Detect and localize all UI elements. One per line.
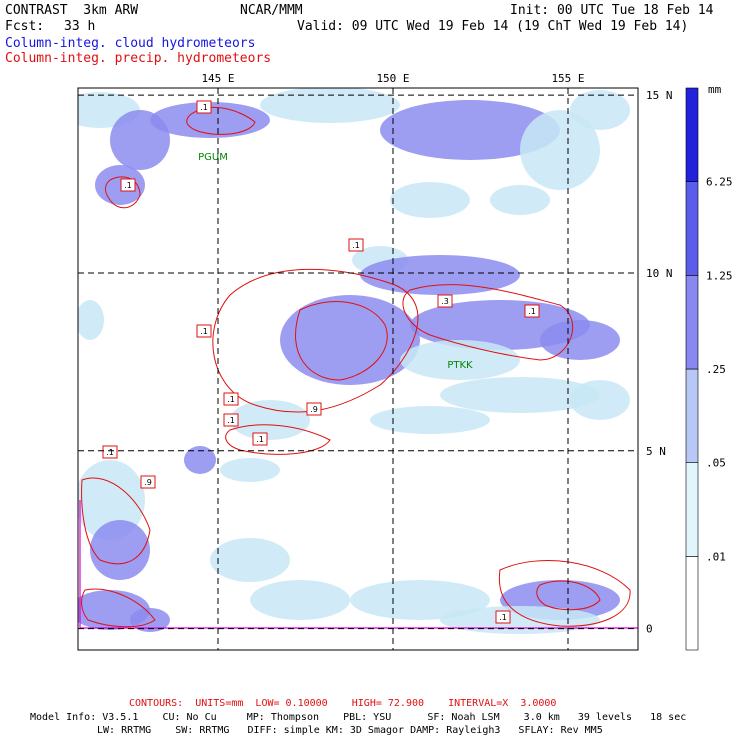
x-tick-label: 155 E — [551, 72, 584, 85]
colorbar-unit: mm — [708, 83, 722, 96]
contour-label-box — [306, 402, 322, 416]
cloud-hydrometeor-area — [78, 460, 145, 540]
contour-label-box — [196, 324, 212, 338]
contour-label-box — [524, 304, 540, 318]
cloud-hydrometeor-area — [210, 538, 290, 582]
forecast-label: Fcst: — [5, 19, 45, 34]
contour-label-box — [140, 475, 156, 489]
contour-label: .1 — [499, 613, 507, 622]
cloud-hydrometeor-area — [184, 446, 216, 474]
contour-label-box — [223, 413, 239, 427]
contour-label-box — [223, 392, 239, 406]
cloud-hydrometeor-area — [260, 88, 400, 123]
precip-contour — [295, 301, 388, 381]
contour-label-box — [252, 432, 268, 446]
colorbar-swatch — [685, 181, 699, 276]
cloud-hydrometeor-area — [400, 340, 520, 380]
precip-contour — [402, 284, 574, 361]
contour-label: .9 — [310, 405, 318, 414]
cloud-hydrometeor-area — [78, 300, 104, 340]
init-time: Init: 00 UTC Tue 18 Feb 14 — [510, 3, 714, 18]
cloud-hydrometeor-area — [440, 377, 600, 413]
y-tick-label: 15 N — [646, 89, 673, 102]
x-tick-label: 145 E — [201, 72, 234, 85]
cloud-hydrometeor-area — [520, 110, 600, 190]
field-precip-label: Column-integ. precip. hydrometeors — [5, 51, 272, 66]
model-info: Model Info: V3.5.1 CU: No Cu MP: Thompso… — [30, 712, 687, 723]
contour-label-box — [120, 178, 136, 192]
field-cloud-label: Column-integ. cloud hydrometeors — [5, 36, 256, 51]
colorbar-level: .05 — [706, 457, 726, 470]
valid-time: Valid: 09 UTC Wed 19 Feb 14 (19 ChT Wed … — [297, 19, 689, 34]
contour-label: .1 — [227, 416, 235, 425]
contour-label: .1 — [227, 395, 235, 404]
contour-label-box — [495, 610, 511, 624]
x-tick-label: 150 E — [376, 72, 409, 85]
cloud-hydrometeor-area — [280, 295, 420, 385]
cloud-hydrometeor-area — [370, 406, 490, 434]
y-tick-label: 0 — [646, 623, 653, 636]
precip-contour — [536, 580, 601, 611]
cloud-hydrometeor-area — [490, 185, 550, 215]
org-label: NCAR/MMM — [240, 3, 303, 18]
colorbar-level: 6.25 — [706, 176, 733, 189]
colorbar-level: .01 — [706, 550, 726, 563]
precip-contour — [81, 588, 156, 628]
cloud-hydrometeor-area — [390, 182, 470, 218]
coastline — [79, 500, 638, 629]
cloud-hydrometeor-area — [250, 580, 350, 620]
contour-label: .1 — [200, 327, 208, 336]
colorbar-swatch — [685, 275, 699, 370]
colorbar-swatch — [685, 87, 699, 182]
contour-label-box — [102, 445, 118, 459]
precip-contour — [81, 477, 151, 565]
colorbar-swatch — [685, 556, 699, 651]
contour-label: .1 — [200, 103, 208, 112]
cloud-hydrometeor-area — [230, 400, 310, 440]
contour-label: .1 — [256, 435, 264, 444]
contour-label-box — [348, 238, 364, 252]
cloud-hydrometeor-area — [95, 165, 145, 205]
colorbar-level: 1.25 — [706, 269, 733, 282]
colorbar-level: .25 — [706, 363, 726, 376]
contour-label: .1 — [106, 448, 114, 457]
contour-label: .1 — [528, 307, 536, 316]
cloud-hydrometeor-area — [570, 380, 630, 420]
contour-info: CONTOURS: UNITS=mm LOW= 0.10000 HIGH= 72… — [129, 698, 557, 709]
cloud-hydrometeor-area — [360, 255, 520, 295]
contour-label-box — [437, 294, 453, 308]
contour-label: .9 — [144, 478, 152, 487]
cloud-hydrometeor-area — [380, 100, 560, 160]
cloud-hydrometeor-area — [440, 606, 600, 634]
precip-contour — [498, 560, 631, 627]
colorbar: mm 6.25 1.25 .25 .05 .01 — [685, 83, 733, 651]
cloud-hydrometeor-area — [570, 90, 630, 130]
grid — [78, 88, 638, 650]
plot-area: .1 .1 .1 .1 .9 .1 .1 .9 .3 .1 .1 .1 .1 PGUM PTKK — [78, 88, 638, 650]
contour-label: .1 — [352, 241, 360, 250]
plot-frame — [77, 87, 639, 651]
forecast-hour: 33 h — [64, 19, 96, 34]
y-tick-label: 5 N — [646, 445, 666, 458]
precip-contour — [186, 106, 256, 135]
model-info-2: LW: RRTMG SW: RRTMG DIFF: simple KM: 3D … — [97, 725, 603, 736]
model-title: CONTRAST 3km ARW — [5, 3, 139, 18]
colorbar-swatch — [685, 368, 699, 463]
y-tick-label: 10 N — [646, 267, 673, 280]
contour-label: .3 — [441, 297, 449, 306]
contour-label: .1 — [124, 181, 132, 190]
cloud-hydrometeor-area — [540, 320, 620, 360]
cloud-hydrometeor-area — [90, 520, 150, 580]
precip-contour — [212, 268, 419, 413]
station-label: PTKK — [447, 360, 473, 371]
cloud-hydrometeor-area — [350, 580, 490, 620]
cloud-hydrometeor-area — [220, 458, 280, 482]
cloud-hydrometeor-area — [150, 102, 270, 138]
station-label: PGUM — [198, 152, 228, 163]
colorbar-swatch — [685, 462, 699, 557]
contour-label-box — [196, 100, 212, 114]
